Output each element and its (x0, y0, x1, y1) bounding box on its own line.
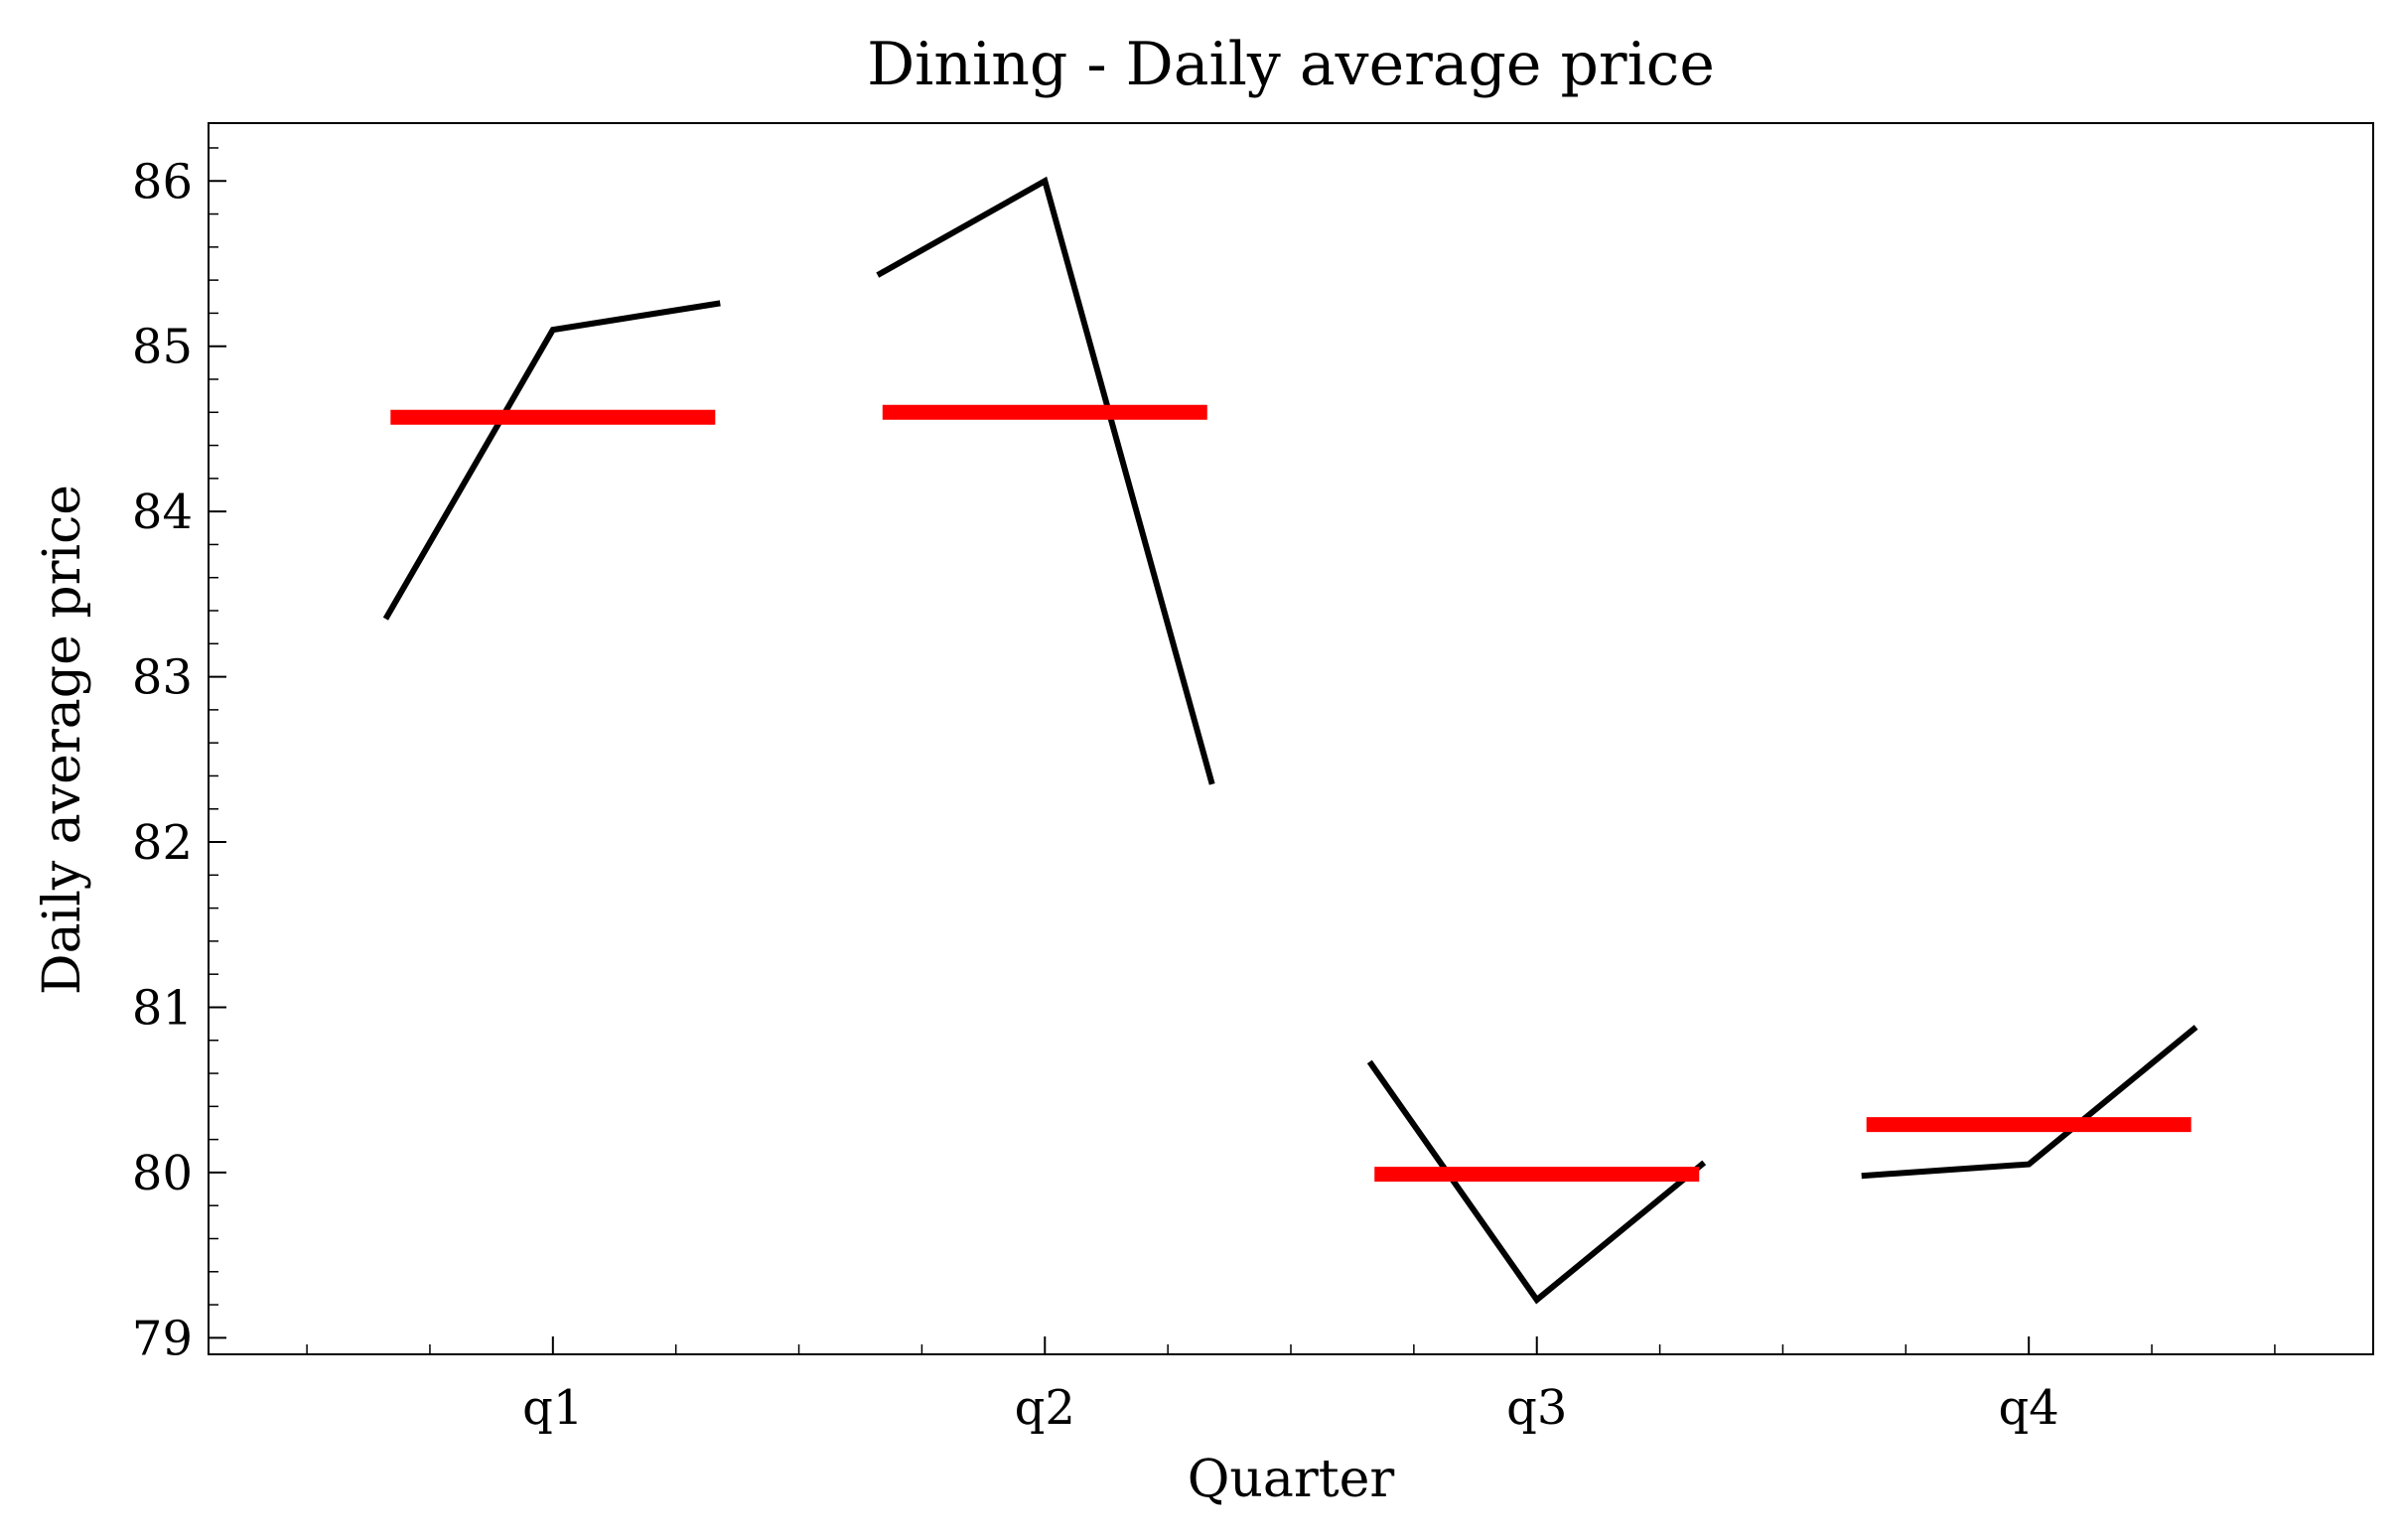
line-segment-q4 (1861, 1025, 2198, 1180)
y-axis-label: Daily average price (33, 485, 92, 995)
ticks-layer: 79 80 81 82 83 84 85 86 q1 q2 q3 q4 (132, 147, 2276, 1436)
line-segment-q1 (382, 300, 721, 621)
line-segment-q3 (1366, 1059, 1707, 1305)
chart-title: Dining - Daily average price (867, 30, 1715, 99)
series-layer (382, 176, 2198, 1305)
y-tick-label: 83 (132, 650, 193, 706)
y-tick-label: 85 (132, 320, 193, 375)
x-tick-label: q3 (1506, 1380, 1567, 1436)
x-tick-label: q1 (522, 1380, 583, 1436)
y-tick-label: 82 (132, 815, 193, 871)
x-axis-label: Quarter (1188, 1450, 1395, 1509)
y-tick-label: 79 (132, 1311, 193, 1366)
y-tick-label: 84 (132, 485, 193, 540)
line-segment-q2 (876, 176, 1215, 785)
x-tick-label: q4 (1999, 1380, 2059, 1436)
x-tick-label: q2 (1015, 1380, 1075, 1436)
plot-frame (208, 122, 2374, 1355)
y-tick-label: 86 (132, 154, 193, 210)
y-tick-label: 81 (132, 980, 193, 1036)
y-tick-label: 80 (132, 1146, 193, 1201)
